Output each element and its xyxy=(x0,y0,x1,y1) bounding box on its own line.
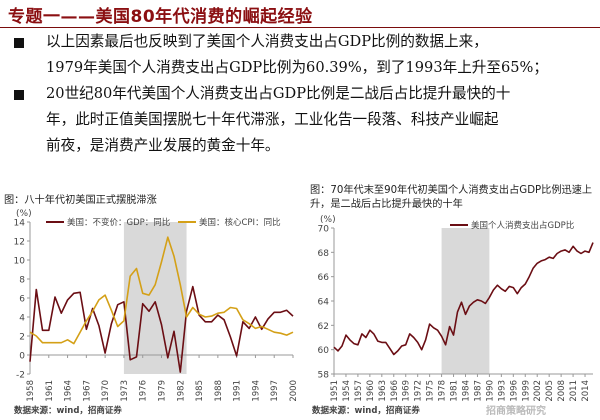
x-tick-label: 1957 xyxy=(354,380,364,402)
x-tick-label: 1982 xyxy=(176,380,186,402)
x-tick-label: 1975 xyxy=(426,380,436,402)
legend-label: 美国：不变价：GDP：同比 xyxy=(67,217,170,228)
series-line-2 xyxy=(29,236,294,345)
left-chart: -2 0 2 4 6 8 10 12 14(%) 1958 1961 1964 1967 1970 1973… xyxy=(14,209,299,402)
x-tick-label: 1973 xyxy=(120,380,130,402)
x-tick-label: 1993 xyxy=(497,380,507,402)
y-tick-label: 70 xyxy=(318,225,330,235)
left-chart-caption: 图：八十年代初美国正式摆脱滞涨 xyxy=(4,195,157,206)
y-tick-label: 60 xyxy=(318,346,330,356)
series-line-1 xyxy=(29,285,294,373)
x-tick-label: 1954 xyxy=(342,380,352,402)
y-tick-label: 64 xyxy=(318,298,330,308)
x-tick-label: 1984 xyxy=(461,380,471,402)
watermark: 招商策略研究 xyxy=(486,406,546,417)
y-tick-label: 66 xyxy=(318,273,330,283)
x-tick-label: 2011 xyxy=(569,380,579,402)
bullet-paragraph-2: 20世纪80年代美国个人消费支出占GDP比例是二战后占比提升最快的十 年，此时正… xyxy=(46,81,586,159)
y-tick-label: 0 xyxy=(19,352,25,362)
y-tick-label: 8 xyxy=(19,276,25,286)
bullet-marker-2 xyxy=(14,90,24,100)
x-tick-label: 1969 xyxy=(402,380,412,402)
y-axis-label: (%) xyxy=(16,209,32,219)
x-tick-label: 1991 xyxy=(233,380,243,402)
x-tick-label: 2008 xyxy=(557,380,567,402)
y-tick-label: 12 xyxy=(14,238,25,248)
x-tick-label: 1979 xyxy=(158,380,168,402)
x-tick-label: 1990 xyxy=(485,380,495,402)
x-tick-label: 2014 xyxy=(581,380,591,402)
bullet-line: 年，此时正值美国摆脱七十年代滞涨，工业化告一段落、科技产业崛起 xyxy=(46,111,499,128)
y-tick-label: 10 xyxy=(14,257,26,267)
x-tick-label: 1972 xyxy=(414,380,424,402)
x-tick-label: 1960 xyxy=(366,380,376,402)
x-tick-label: 1997 xyxy=(270,380,280,402)
header-bar: 专题一——美国80年代消费的崛起经验 xyxy=(0,0,600,28)
y-tick-label: 58 xyxy=(318,371,330,381)
y-tick-label: 6 xyxy=(19,295,25,305)
right-chart-source: 数据来源：wind，招商证券 xyxy=(312,406,420,416)
x-tick-label: 1978 xyxy=(438,380,448,402)
x-tick-label: 1958 xyxy=(26,380,36,402)
x-tick-label: 2000 xyxy=(289,380,299,402)
x-tick-label: 1966 xyxy=(390,380,400,402)
bullet-line: 以上因素最后也反映到了美国个人消费支出占GDP比例的数据上来， xyxy=(46,33,488,50)
x-tick-label: 1964 xyxy=(64,380,74,402)
x-tick-label: 1967 xyxy=(82,380,92,402)
y-tick-label: 14 xyxy=(14,219,26,229)
series-line-1 xyxy=(333,242,594,356)
bullet-line: 20世纪80年代美国个人消费支出占GDP比例是二战后占比提升最快的十 xyxy=(46,85,511,102)
y-tick-label: 4 xyxy=(19,314,25,324)
x-tick-label: 1963 xyxy=(378,380,388,402)
x-tick-label: 2002 xyxy=(533,380,543,402)
bullet-paragraph-1: 以上因素最后也反映到了美国个人消费支出占GDP比例的数据上来， 1979年美国个… xyxy=(46,29,586,81)
legend-label: 美国：核心CPI：同比 xyxy=(199,217,281,228)
page-title: 专题一——美国80年代消费的崛起经验 xyxy=(8,7,313,27)
y-tick-label: 2 xyxy=(19,333,25,343)
x-tick-label: 1976 xyxy=(139,380,149,402)
y-tick-label: 62 xyxy=(318,322,329,332)
x-tick-label: 1981 xyxy=(450,380,460,402)
x-tick-label: 1970 xyxy=(101,380,111,402)
bullet-line: 前夜，是消费产业发展的黄金十年。 xyxy=(46,137,280,154)
y-tick-label: -2 xyxy=(16,371,25,381)
x-tick-label: 1987 xyxy=(473,380,483,402)
x-tick-label: 1961 xyxy=(45,380,55,402)
x-tick-label: 1985 xyxy=(195,380,205,402)
x-tick-label: 1951 xyxy=(330,380,340,402)
x-tick-label: 2005 xyxy=(545,380,555,402)
y-tick-label: 68 xyxy=(318,249,330,259)
right-chart-caption: 图：70年代末至90年代初美国个人消费支出占GDP比例迅速上升，是二战后占比提升… xyxy=(310,185,593,210)
legend-label: 美国个人消费支出占GDP比 xyxy=(471,220,574,231)
bullet-marker-1 xyxy=(14,38,24,48)
y-axis-label: (%) xyxy=(320,215,336,225)
x-tick-label: 1988 xyxy=(214,380,224,402)
left-chart-source: 数据来源：wind，招商证券 xyxy=(14,406,122,416)
bullet-line: 1979年美国个人消费支出占GDP比例为60.39%，到了1993年上升至65%… xyxy=(46,59,549,76)
x-tick-label: 1999 xyxy=(521,380,531,402)
x-tick-label: 1996 xyxy=(509,380,519,402)
x-tick-label: 1994 xyxy=(251,380,261,402)
